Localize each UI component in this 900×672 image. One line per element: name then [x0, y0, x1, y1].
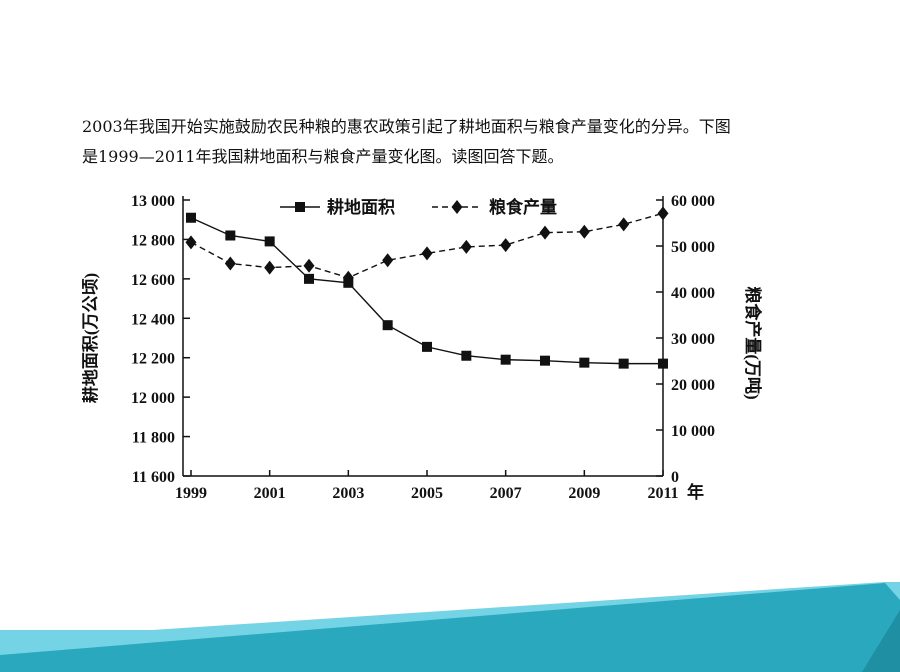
area-data-point — [225, 230, 236, 241]
grain-data-point — [421, 246, 433, 261]
right-tick-label: 60 000 — [671, 193, 715, 210]
legend-area-label: 耕地面积 — [327, 197, 395, 217]
area-data-point — [579, 357, 590, 368]
area-data-point — [186, 212, 196, 223]
grain-data-point — [224, 256, 236, 271]
x-tick-label: 1999 — [175, 485, 207, 502]
grain-series-line — [190, 212, 664, 279]
area-data-point — [461, 350, 472, 361]
x-tick-label: 2001 — [254, 485, 286, 502]
right-axis-title: 粮食产量(万吨) — [743, 286, 763, 399]
grain-data-point — [303, 258, 315, 273]
area-data-point — [304, 273, 314, 284]
grain-data-point — [382, 253, 394, 268]
grain-data-point — [185, 235, 197, 250]
area-data-point — [658, 358, 668, 369]
x-tick-label: 2009 — [568, 485, 600, 502]
area-data-point — [500, 354, 511, 365]
left-tick-label: 12 600 — [131, 272, 175, 289]
right-tick-label: 10 000 — [671, 423, 715, 440]
line-chart: 11 600 11 800 12 000 12 200 12 400 12 600 12 8… — [80, 193, 763, 502]
right-tick-label: 20 000 — [671, 377, 715, 394]
left-tick-label: 12 800 — [131, 232, 175, 249]
left-tick-label: 11 800 — [132, 430, 175, 447]
left-tick-label: 12 200 — [131, 351, 175, 368]
legend-grain-label: 粮食产量 — [489, 197, 557, 217]
left-tick-label: 13 000 — [131, 193, 175, 210]
x-tick-label: 2005 — [411, 485, 443, 502]
right-tick-label: 30 000 — [671, 331, 715, 348]
left-tick-label: 12 400 — [131, 311, 175, 328]
grain-data-point — [539, 225, 551, 240]
right-tick-label: 40 000 — [671, 285, 715, 302]
question-line-2: 是1999—2011年我国耕地面积与粮食产量变化图。读图回答下题。 — [82, 147, 564, 166]
area-data-point — [422, 341, 432, 352]
right-tick-label: 0 — [671, 469, 679, 486]
left-axis-title: 耕地面积(万公顷) — [82, 273, 100, 403]
x-tick-label: 2003 — [332, 485, 364, 502]
left-tick-label: 11 600 — [132, 469, 175, 486]
legend-area-marker — [295, 202, 305, 212]
area-data-point — [382, 320, 393, 331]
question-line-1: 2003年我国开始实施鼓励农民种粮的惠农政策引起了耕地面积与粮食产量变化的分异。… — [82, 117, 731, 136]
grain-data-point — [342, 270, 354, 285]
grain-data-point — [500, 238, 512, 253]
chart-container: 11 600 11 800 12 000 12 200 12 400 12 600 12 8… — [80, 188, 767, 508]
area-data-point — [618, 358, 629, 369]
left-tick-label: 12 000 — [131, 390, 175, 407]
legend-grain-marker — [451, 200, 463, 214]
grain-data-point — [618, 217, 630, 232]
area-data-point — [540, 355, 550, 366]
x-tick-label: 2007 — [490, 485, 522, 502]
grain-data-point — [657, 206, 669, 221]
area-series-line — [190, 217, 663, 365]
grain-data-point — [264, 260, 276, 275]
x-tick-label: 2011 — [647, 485, 678, 502]
right-tick-label: 50 000 — [671, 239, 715, 256]
area-data-point — [264, 236, 275, 247]
grain-data-point — [578, 224, 590, 239]
grain-data-point — [460, 239, 472, 254]
x-axis-label: 年 — [687, 482, 704, 502]
question-text: 2003年我国开始实施鼓励农民种粮的惠农政策引起了耕地面积与粮食产量变化的分异。… — [82, 112, 822, 172]
